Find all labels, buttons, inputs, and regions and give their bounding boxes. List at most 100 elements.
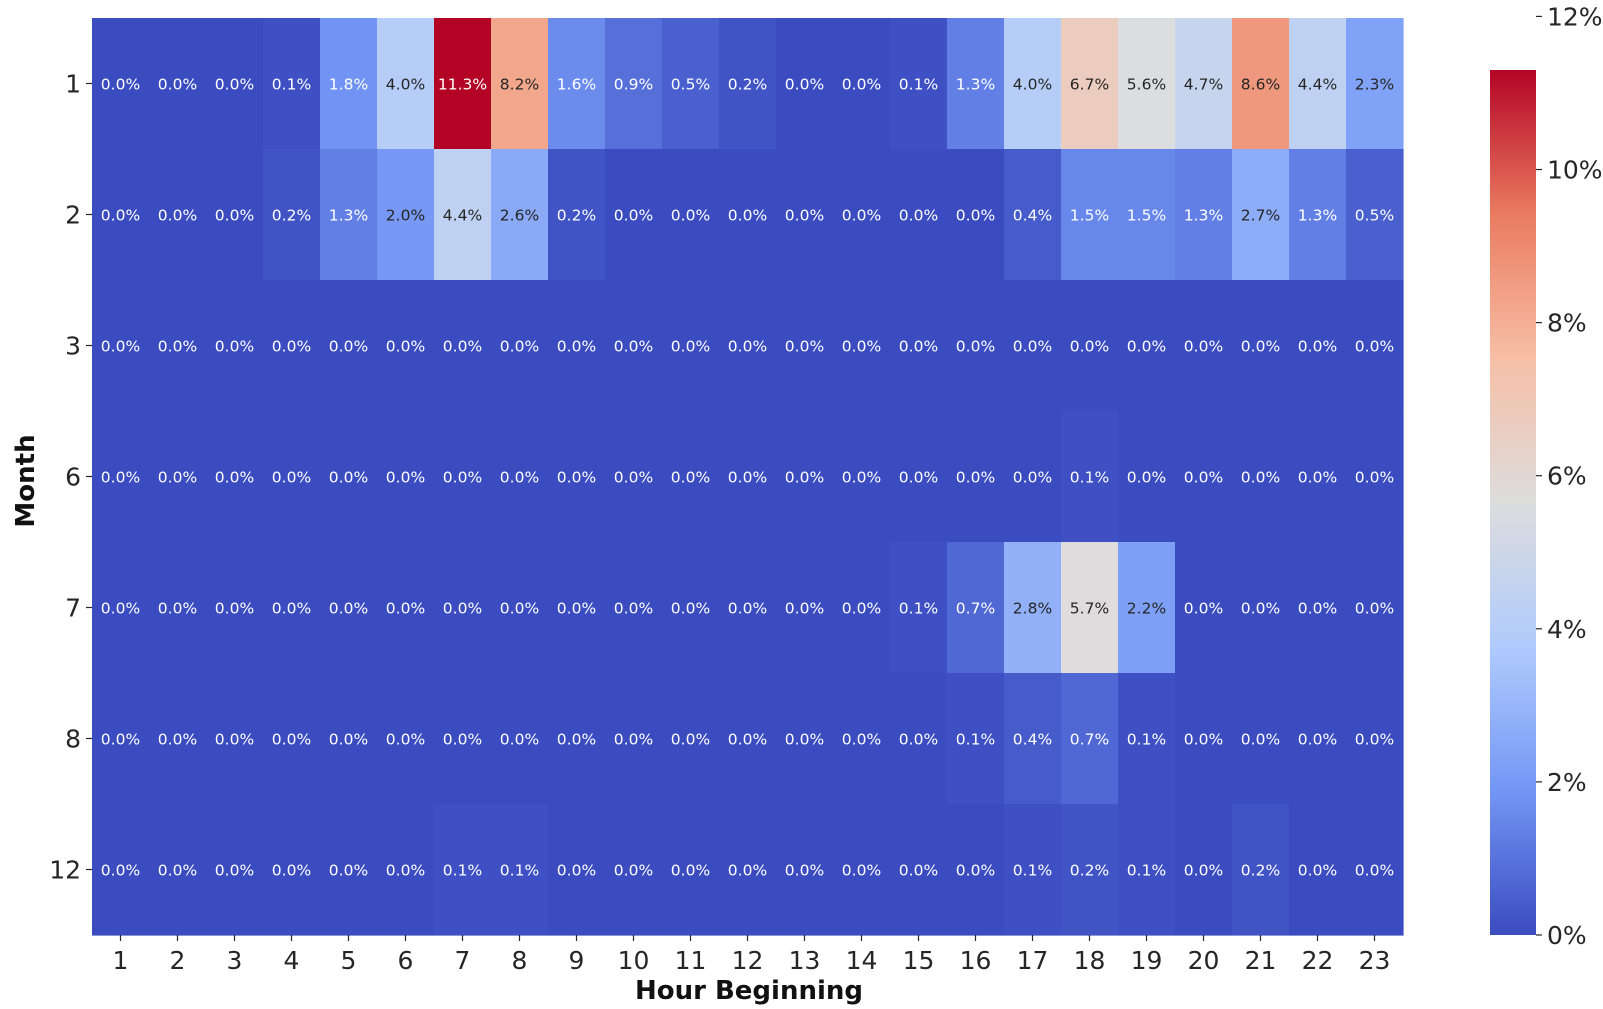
- cell-value-label: 0.0%: [614, 600, 653, 618]
- heatmap-cell: [1004, 542, 1062, 674]
- cell-value-label: 0.7%: [1070, 731, 1109, 749]
- heatmap-cell: [1346, 18, 1404, 150]
- heatmap-cell: [263, 280, 321, 412]
- heatmap-cell: [1232, 542, 1290, 674]
- colorbar-tick-label: 10%: [1547, 156, 1603, 185]
- heatmap-cell: [662, 673, 720, 805]
- heatmap-cell: [719, 149, 777, 281]
- x-tick-label: 18: [1074, 946, 1106, 975]
- heatmap-cell: [947, 804, 1005, 936]
- heatmap-cell: [1175, 280, 1233, 412]
- heatmap-cell: [548, 18, 606, 150]
- x-tick-label: 1: [113, 946, 129, 975]
- cell-value-label: 6.7%: [1070, 76, 1109, 94]
- heatmap-cell: [605, 804, 663, 936]
- cell-value-label: 0.0%: [842, 731, 881, 749]
- y-tick-label: 8: [65, 725, 81, 754]
- heatmap-cell: [1061, 673, 1119, 805]
- cell-value-label: 0.0%: [386, 862, 425, 880]
- cell-value-label: 0.0%: [785, 338, 824, 356]
- y-tick-label: 3: [65, 332, 81, 361]
- cell-value-label: 0.0%: [557, 469, 596, 487]
- x-tick-label: 17: [1017, 946, 1049, 975]
- heatmap-cell: [1061, 149, 1119, 281]
- heatmap-cell: [377, 411, 435, 543]
- heatmap-cell: [206, 804, 264, 936]
- heatmap-cell: [605, 149, 663, 281]
- heatmap-cell: [890, 542, 948, 674]
- heatmap-cell: [1232, 280, 1290, 412]
- heatmap-cell: [1175, 673, 1233, 805]
- heatmap-cell: [1175, 411, 1233, 543]
- cell-value-label: 0.0%: [671, 731, 710, 749]
- heatmap-cell: [320, 804, 378, 936]
- heatmap-cell: [1118, 411, 1176, 543]
- cell-value-label: 0.1%: [443, 862, 482, 880]
- heatmap-cell: [149, 673, 207, 805]
- cell-value-label: 0.2%: [1070, 862, 1109, 880]
- x-tick-label: 22: [1302, 946, 1334, 975]
- cell-value-label: 0.0%: [272, 731, 311, 749]
- cell-value-label: 2.2%: [1127, 600, 1166, 618]
- heatmap-cell: [377, 804, 435, 936]
- heatmap-cell: [947, 673, 1005, 805]
- heatmap-cell: [491, 673, 549, 805]
- cell-value-label: 0.0%: [158, 469, 197, 487]
- heatmap-cell: [92, 149, 150, 281]
- cell-value-label: 0.0%: [215, 731, 254, 749]
- cell-value-label: 0.0%: [1355, 862, 1394, 880]
- cell-value-label: 0.0%: [443, 731, 482, 749]
- heatmap-cell: [1346, 542, 1404, 674]
- heatmap-cell: [548, 411, 606, 543]
- heatmap-cell: [662, 18, 720, 150]
- x-tick-label: 3: [227, 946, 243, 975]
- heatmap-cell: [1118, 673, 1176, 805]
- heatmap-cell: [776, 280, 834, 412]
- cell-value-label: 0.0%: [899, 731, 938, 749]
- cell-value-label: 0.0%: [1298, 731, 1337, 749]
- cell-value-label: 0.0%: [1184, 731, 1223, 749]
- heatmap-cell: [149, 149, 207, 281]
- heatmap-cell: [1175, 149, 1233, 281]
- cell-value-label: 0.0%: [1298, 600, 1337, 618]
- heatmap-cell: [1289, 18, 1347, 150]
- cell-value-label: 4.4%: [443, 207, 482, 225]
- colorbar-gradient: [1490, 70, 1536, 935]
- y-axis-label: Month: [11, 434, 41, 527]
- cell-value-label: 0.0%: [215, 600, 254, 618]
- heatmap-cell: [947, 411, 1005, 543]
- cell-value-labels: 0.0% 0.0% 0.0% 0.1% 1.8% 4.0% 11.3% 8.2% 1.6% 0.9…: [101, 76, 1394, 880]
- cell-value-label: 0.0%: [329, 600, 368, 618]
- x-tick-label: 19: [1131, 946, 1163, 975]
- heatmap-cell: [434, 149, 492, 281]
- cell-value-label: 0.0%: [671, 862, 710, 880]
- heatmap-cell: [149, 411, 207, 543]
- cell-value-label: 0.0%: [101, 731, 140, 749]
- heatmap-cell: [377, 149, 435, 281]
- cell-value-label: 0.0%: [329, 338, 368, 356]
- cell-value-label: 0.0%: [1013, 338, 1052, 356]
- heatmap-cell: [890, 411, 948, 543]
- cell-value-label: 0.0%: [671, 207, 710, 225]
- y-tick-label: 2: [65, 201, 81, 230]
- cell-value-label: 0.0%: [215, 862, 254, 880]
- cell-value-label: 0.0%: [1241, 338, 1280, 356]
- cell-value-label: 0.0%: [386, 600, 425, 618]
- heatmap-cell: [263, 411, 321, 543]
- cell-value-label: 2.0%: [386, 207, 425, 225]
- cell-value-label: 2.7%: [1241, 207, 1280, 225]
- cell-value-label: 0.0%: [1013, 469, 1052, 487]
- y-tick-label: 6: [65, 463, 81, 492]
- colorbar: 0% 2% 4% 6% 8% 10% 12%: [1490, 2, 1603, 950]
- cell-value-label: 0.0%: [614, 207, 653, 225]
- cell-value-label: 0.0%: [101, 207, 140, 225]
- cell-value-label: 0.0%: [272, 469, 311, 487]
- cell-value-label: 0.0%: [215, 207, 254, 225]
- heatmap-cell: [1061, 280, 1119, 412]
- cell-value-label: 1.3%: [1298, 207, 1337, 225]
- cell-value-label: 0.0%: [500, 469, 539, 487]
- heatmap-cell: [1118, 542, 1176, 674]
- heatmap-cell: [719, 673, 777, 805]
- cell-value-label: 0.0%: [785, 731, 824, 749]
- cell-value-label: 0.0%: [785, 207, 824, 225]
